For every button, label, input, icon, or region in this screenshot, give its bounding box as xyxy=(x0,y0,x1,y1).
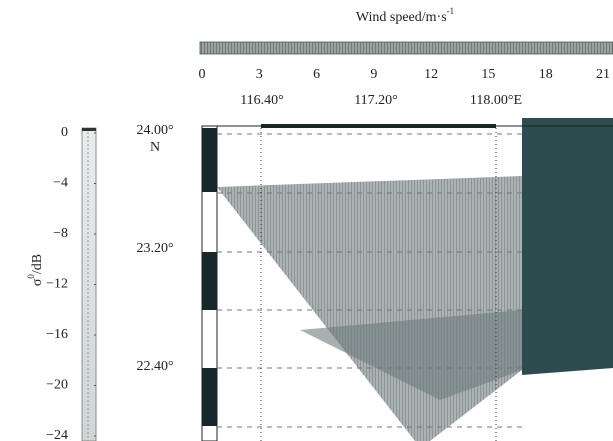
lat-label: 23.20° xyxy=(136,241,173,256)
lat-label: 22.40° xyxy=(136,359,173,374)
sigma-tick-label: −16 xyxy=(46,327,68,342)
wind-tick-label: 9 xyxy=(370,67,377,82)
wind-tick-label: 6 xyxy=(313,67,320,82)
sigma-tick-label: −8 xyxy=(53,226,68,241)
lat-bar-segment xyxy=(202,128,217,192)
map-image xyxy=(202,118,613,441)
lon-label: 118.00°E xyxy=(470,93,522,108)
wind-colorbar xyxy=(200,42,613,54)
lat-bar-segment xyxy=(202,368,217,426)
sigma-tick-label: −12 xyxy=(46,277,68,292)
sigma-colorbar xyxy=(82,128,96,441)
lon-label: 116.40° xyxy=(240,93,284,108)
wind-tick-label: 21 xyxy=(596,67,610,82)
dark-sar-image xyxy=(522,118,613,375)
wind-tick-label: 15 xyxy=(481,67,495,82)
wind-tick-label: 12 xyxy=(424,67,438,82)
sigma-colorbar-title: σ0/dB xyxy=(26,254,45,286)
sigma-tick-label: −24 xyxy=(46,428,68,441)
wind-tick-label: 3 xyxy=(256,67,263,82)
sigma-tick-label: −4 xyxy=(53,176,68,191)
sigma-tick-label: 0 xyxy=(61,125,68,140)
wind-tick-label: 18 xyxy=(539,67,553,82)
colorbar-top xyxy=(82,128,96,131)
figure: Wind speed/m·s-1 0 3 6 9 12 15 18 21 σ0/dB 0 −4 −… xyxy=(0,0,613,441)
lat-hemisphere: N xyxy=(150,140,160,155)
sigma-tick-label: −20 xyxy=(46,378,68,393)
wind-colorbar-title: Wind speed/m·s-1 xyxy=(356,6,454,25)
lat-label: 24.00° xyxy=(136,123,173,138)
lat-bar-segment xyxy=(202,252,217,310)
lon-label: 117.20° xyxy=(354,93,398,108)
wind-tick-label: 0 xyxy=(199,67,206,82)
page: Wind speed/m·s-1 0 3 6 9 12 15 18 21 σ0/dB 0 −4 −… xyxy=(0,0,613,441)
